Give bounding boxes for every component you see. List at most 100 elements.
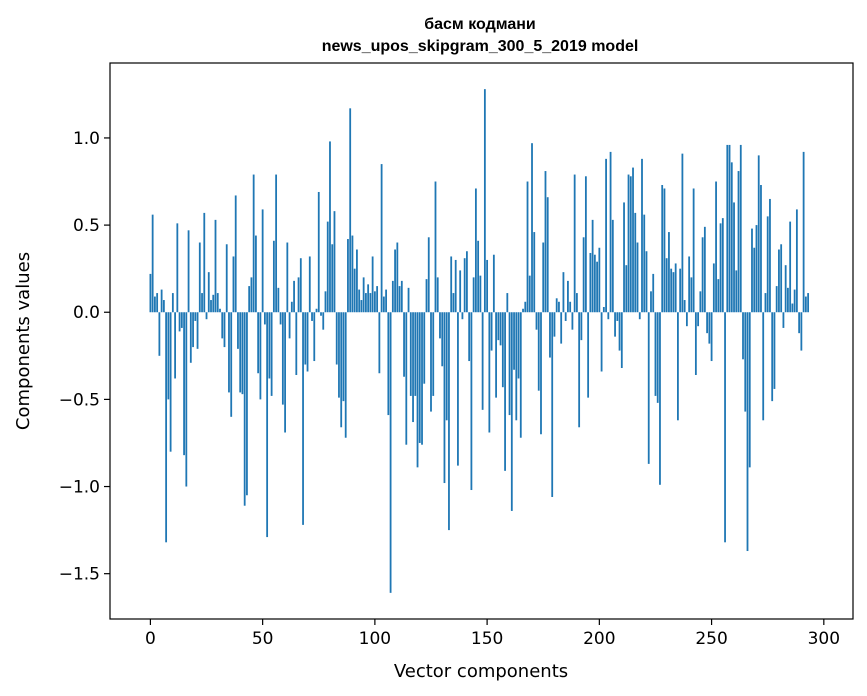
bar-191 [578,312,581,428]
bar-36 [230,312,233,417]
y-tick-label: 1.0 [73,129,100,149]
bar-140 [463,258,466,313]
bar-35 [228,312,230,393]
bar-210 [620,312,623,369]
bar-187 [569,301,572,313]
x-tick-label: 300 [808,629,840,649]
bar-102 [378,312,381,374]
bar-54 [270,312,273,396]
bar-268 [751,228,753,313]
bar-79 [326,221,329,313]
bar-242 [692,188,695,313]
bar-116 [409,312,412,396]
bar-264 [742,312,744,360]
bar-180 [553,312,556,337]
plot-frame [109,62,854,620]
bar-40 [239,312,242,393]
bar-105 [385,289,387,313]
bar-60 [284,312,286,433]
bar-171 [533,232,536,313]
bar-272 [760,185,762,313]
bar-203 [605,158,607,313]
bar-39 [237,312,239,349]
bar-173 [537,312,540,391]
bar-172 [535,312,538,330]
bar-89 [349,108,352,313]
bar-111 [398,286,401,313]
bars-group [149,89,810,593]
bar-181 [555,298,558,313]
bar-265 [744,312,747,412]
bar-1 [151,214,154,313]
bar-17 [187,230,190,313]
bar-280 [778,249,780,313]
bar-291 [802,151,805,313]
bar-82 [333,211,336,313]
bar-170 [531,143,533,313]
bar-137 [457,312,459,466]
bar-204 [607,312,610,320]
bar-178 [549,312,551,358]
bar-236 [679,268,682,313]
bar-10 [171,293,174,313]
bar-46 [252,174,255,313]
bar-267 [748,312,751,468]
bar-67 [299,258,302,313]
bar-168 [526,181,529,313]
bar-85 [340,312,343,428]
bar-175 [542,242,545,313]
bar-43 [246,312,248,496]
bar-53 [268,312,271,379]
bar-255 [721,218,724,313]
bar-87 [344,312,347,438]
bar-273 [762,312,765,421]
bar-122 [423,312,426,384]
bar-20 [194,312,197,321]
bar-287 [793,289,796,313]
bar-41 [241,312,244,395]
bar-76 [320,312,322,316]
y-axis-label: Components values [13,252,34,430]
bar-98 [369,293,372,313]
bar-177 [546,197,549,313]
bar-244 [697,312,700,327]
bar-91 [353,268,356,313]
bar-278 [773,312,776,389]
bar-212 [625,265,628,313]
bar-100 [373,291,376,313]
bar-198 [593,254,596,313]
bar-106 [387,312,390,416]
bar-293 [807,293,810,313]
bar-218 [638,312,641,320]
bar-107 [389,312,392,593]
bar-185 [564,312,567,321]
bar-33 [223,312,226,348]
bar-148 [481,312,484,410]
bar-190 [576,293,578,313]
bar-25 [205,312,208,320]
bar-103 [380,164,383,313]
bar-227 [659,312,661,485]
bar-263 [739,144,742,313]
bar-109 [394,249,396,313]
bar-45 [250,277,253,313]
bar-129 [439,312,441,339]
bar-144 [472,277,475,313]
bar-220 [643,214,646,313]
bar-32 [221,312,224,339]
bar-6 [162,300,165,313]
bar-55 [272,240,275,313]
bar-101 [376,286,379,313]
bar-217 [636,242,639,313]
bar-112 [400,280,403,313]
bar-77 [322,312,325,330]
bar-206 [611,219,614,313]
bar-118 [414,312,417,396]
bar-163 [515,312,518,421]
bar-241 [690,277,693,313]
bar-271 [757,155,760,313]
y-tick-label: 0.0 [73,303,100,323]
bar-184 [562,272,565,313]
bar-127 [434,181,437,313]
bar-117 [412,312,414,423]
